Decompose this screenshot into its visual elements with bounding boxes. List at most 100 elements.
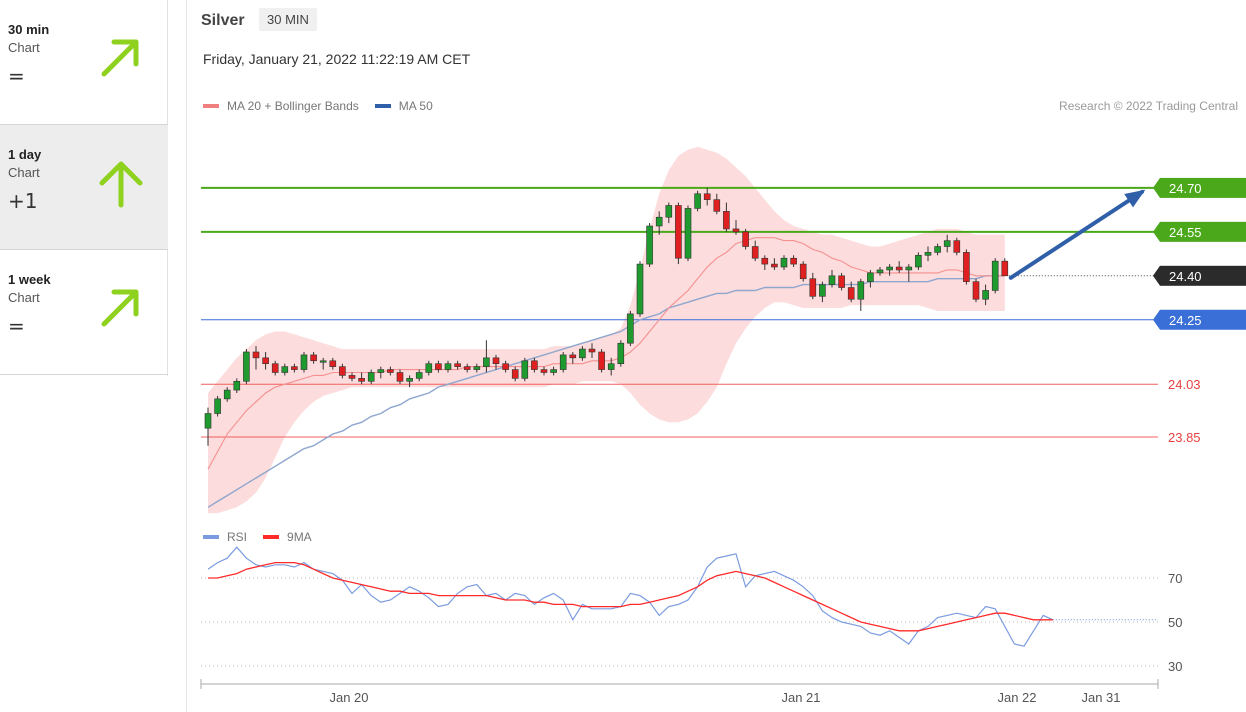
candle-body (319, 360, 327, 363)
candle (713, 193, 721, 215)
candle (367, 369, 375, 385)
candle-body (617, 342, 625, 365)
candle (684, 205, 692, 262)
candle (396, 369, 404, 385)
candle (540, 366, 548, 376)
arrow-up-right-icon (101, 39, 139, 77)
candle-body (838, 275, 845, 288)
bollinger-bands (208, 146, 1005, 514)
candle (703, 187, 711, 206)
timeframe-value: = (8, 64, 25, 88)
candle (751, 240, 759, 262)
candle-body (886, 266, 893, 271)
rsi-9ma-line (208, 561, 1053, 632)
level-label: 24.70 (1169, 181, 1202, 196)
candle-body (761, 257, 769, 265)
candle-body (982, 290, 989, 300)
candles (204, 187, 1009, 446)
candle-body (339, 366, 346, 376)
candle (291, 363, 298, 373)
forecast-arrow (1008, 189, 1146, 280)
level-labels: 24.70 24.55 24.40 24.25 24.03 23.85 (1153, 177, 1246, 445)
candle-body (915, 254, 922, 268)
candle (953, 237, 961, 256)
level-badge-pointer (1153, 309, 1160, 330)
candle-body (550, 369, 557, 373)
candle-body (540, 369, 548, 373)
candle-body (703, 193, 711, 200)
candle-body (655, 216, 663, 227)
arrow-up-right-icon (101, 289, 139, 327)
x-tick-label: Jan 21 (781, 690, 820, 705)
candle (761, 255, 769, 270)
candle (991, 258, 999, 294)
candle (348, 372, 356, 382)
candle (233, 378, 241, 394)
candle-body (444, 363, 452, 370)
candle-body (454, 363, 461, 367)
forecast-arrow-head (1124, 189, 1146, 208)
timeframe-label: 30 min (8, 22, 50, 37)
candle (972, 278, 980, 303)
candle-body (579, 348, 586, 359)
candle (406, 375, 413, 388)
candle-body (636, 263, 644, 315)
panel-divider (186, 0, 187, 712)
timeframe-30min[interactable]: 30 min Chart = (0, 0, 168, 125)
candle-body (502, 363, 509, 370)
candle (771, 258, 778, 270)
legend-ma20: MA 20 + Bollinger Bands (203, 99, 359, 113)
candle-body (905, 266, 913, 271)
level-label: 24.55 (1169, 225, 1202, 240)
candle (521, 357, 529, 382)
rsi-tick-label: 70 (1168, 571, 1182, 586)
candle (780, 255, 788, 270)
candle-body (367, 372, 375, 382)
candle (425, 360, 433, 376)
candle (857, 278, 865, 311)
candle (627, 310, 634, 347)
candle-body (876, 269, 884, 274)
candle-body (262, 357, 269, 365)
candle-body (780, 257, 788, 268)
candle-body (387, 369, 394, 373)
candle (790, 255, 797, 268)
candle (607, 357, 615, 376)
legend-swatch (203, 104, 219, 108)
level-badge (1160, 221, 1246, 242)
candle (636, 261, 644, 317)
candle (819, 281, 826, 303)
candle (473, 363, 481, 373)
candle-body (723, 211, 730, 230)
timeframe-value: = (8, 314, 25, 338)
timeframe-sub: Chart (8, 40, 40, 55)
candle (905, 264, 913, 282)
candle-body (867, 272, 874, 282)
candle (559, 351, 567, 373)
candle (435, 360, 442, 373)
timeframe-1day[interactable]: 1 day Chart +1 (0, 125, 168, 250)
candle-body (665, 205, 673, 218)
candle-body (492, 357, 500, 365)
interval-button[interactable]: 30 MIN (259, 8, 317, 31)
timeframe-1week[interactable]: 1 week Chart = (0, 250, 168, 375)
candle (252, 346, 260, 370)
x-tick-label: Jan 31 (1081, 690, 1120, 705)
candle (319, 357, 327, 370)
candle (262, 351, 269, 370)
rsi-tick-label: 50 (1168, 615, 1182, 630)
x-tick-label: Jan 22 (997, 690, 1036, 705)
candle (1001, 258, 1009, 277)
candle-body (483, 357, 490, 367)
candle-body (972, 281, 980, 300)
legend-swatch (263, 535, 280, 539)
timeframe-sub: Chart (8, 290, 40, 305)
candle (415, 369, 423, 382)
candle-body (329, 360, 337, 367)
candle-body (396, 372, 404, 382)
candle (271, 360, 279, 376)
candle-body (223, 389, 231, 400)
candle-body (511, 369, 519, 379)
candle (675, 202, 682, 265)
